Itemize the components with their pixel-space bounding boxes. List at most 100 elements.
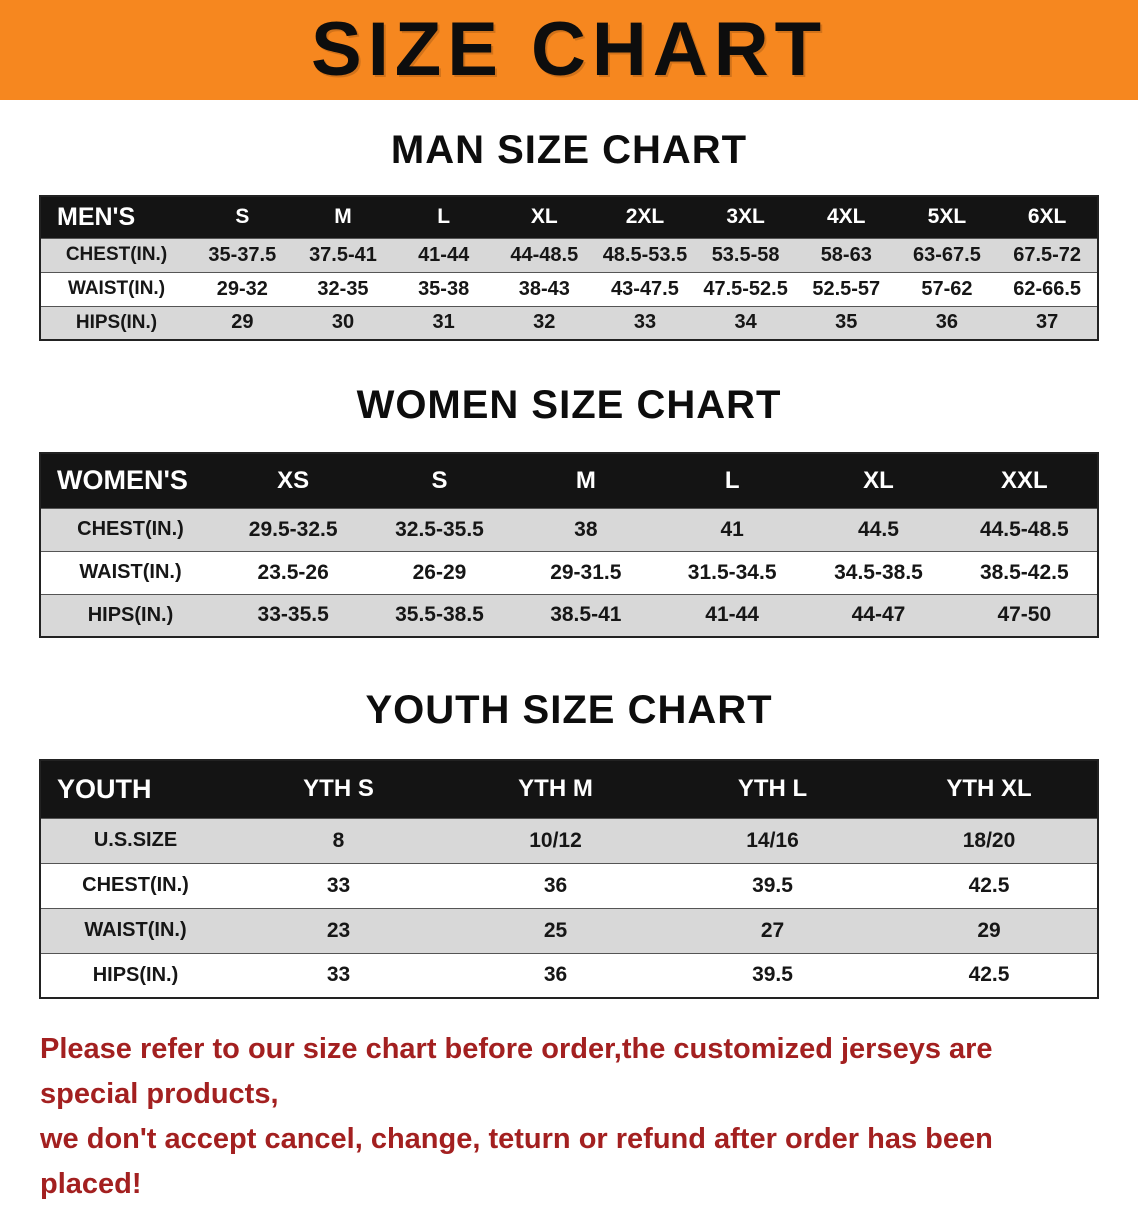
women-size-header: L: [658, 453, 806, 508]
men-measurement-cell: 32: [493, 305, 595, 340]
youth-measurement-cell: 42.5: [881, 952, 1098, 998]
women-measurement-cell: 44-47: [805, 593, 952, 637]
men-measurement-cell: 33: [594, 305, 696, 340]
youth-measurement-cell: 23: [230, 907, 447, 953]
men-size-header: 2XL: [594, 196, 696, 238]
youth-measurement-cell: 27: [664, 907, 881, 953]
men-measurement-cell: 38-43: [493, 271, 595, 306]
youth-measurement-cell: 42.5: [881, 862, 1098, 908]
youth-measurement-cell: 18/20: [881, 817, 1098, 863]
men-table-header-row: MEN'S S M L XL 2XL 3XL 4XL 5XL 6XL: [40, 196, 1098, 238]
men-measurement-cell: 52.5-57: [795, 271, 897, 306]
men-measurement-cell: 35-38: [393, 271, 494, 306]
men-measurement-cell: 30: [292, 305, 394, 340]
youth-row-label: WAIST(IN.): [40, 907, 230, 953]
men-measurement-cell: 58-63: [795, 237, 897, 272]
youth-measurement-cell: 39.5: [664, 862, 881, 908]
women-size-header: M: [512, 453, 659, 508]
youth-measurement-cell: 14/16: [664, 817, 881, 863]
youth-size-header: YTH L: [664, 760, 881, 818]
youth-table-row: WAIST(IN.) 23 25 27 29: [40, 907, 1098, 953]
youth-measurement-cell: 10/12: [447, 817, 664, 863]
men-section-heading: MAN SIZE CHART: [390, 128, 748, 172]
women-measurement-cell: 23.5-26: [220, 550, 367, 594]
men-size-header: L: [393, 196, 494, 238]
men-size-header: 6XL: [997, 196, 1098, 238]
men-measurement-cell: 43-47.5: [594, 271, 696, 306]
men-table-title: MEN'S: [40, 196, 192, 238]
youth-table-header-row: YOUTH YTH S YTH M YTH L YTH XL: [40, 760, 1098, 818]
men-measurement-cell: 62-66.5: [997, 271, 1098, 306]
women-size-header: S: [366, 453, 513, 508]
women-table-row: HIPS(IN.) 33-35.5 35.5-38.5 38.5-41 41-44 44-…: [40, 593, 1098, 637]
men-row-label: WAIST(IN.): [40, 271, 192, 306]
women-measurement-cell: 34.5-38.5: [805, 550, 952, 594]
men-measurement-cell: 31: [393, 305, 494, 340]
men-measurement-cell: 63-67.5: [896, 237, 998, 272]
footer-note-line-2: we don't accept cancel, change, teturn o…: [40, 1122, 993, 1200]
youth-size-header: YTH M: [447, 760, 664, 818]
youth-measurement-cell: 33: [230, 952, 447, 998]
footer-note: Please refer to our size chart before or…: [40, 1027, 1098, 1207]
men-measurement-cell: 41-44: [393, 237, 494, 272]
men-size-header: XL: [493, 196, 595, 238]
men-measurement-cell: 32-35: [292, 271, 394, 306]
youth-section-heading: YOUTH SIZE CHART: [365, 688, 773, 732]
men-row-label: CHEST(IN.): [40, 237, 192, 272]
women-measurement-cell: 44.5: [805, 507, 952, 551]
section-men: MAN SIZE CHART MEN'S S M L XL 2XL 3XL 4XL 5XL 6XL…: [0, 128, 1138, 341]
men-measurement-cell: 44-48.5: [493, 237, 595, 272]
youth-size-header: YTH S: [230, 760, 447, 818]
women-measurement-cell: 26-29: [366, 550, 513, 594]
women-size-header: XS: [220, 453, 367, 508]
footer-note-line-1: Please refer to our size chart before or…: [40, 1033, 993, 1110]
women-section-heading: WOMEN SIZE CHART: [356, 383, 782, 427]
women-size-header: XL: [805, 453, 952, 508]
women-measurement-cell: 41: [658, 507, 806, 551]
women-measurement-cell: 44.5-48.5: [951, 507, 1098, 551]
men-measurement-cell: 37.5-41: [292, 237, 394, 272]
women-table-row: WAIST(IN.) 23.5-26 26-29 29-31.5 31.5-34.5 34…: [40, 550, 1098, 594]
women-measurement-cell: 32.5-35.5: [366, 507, 513, 551]
section-youth: YOUTH SIZE CHART YOUTH YTH S YTH M YTH L YTH…: [0, 688, 1138, 999]
youth-measurement-cell: 36: [447, 862, 664, 908]
women-row-label: WAIST(IN.): [40, 550, 220, 594]
men-measurement-cell: 57-62: [896, 271, 998, 306]
women-row-label: CHEST(IN.): [40, 507, 220, 551]
youth-measurement-cell: 29: [881, 907, 1098, 953]
youth-table-row: U.S.SIZE 8 10/12 14/16 18/20: [40, 817, 1098, 863]
women-measurement-cell: 38.5-41: [512, 593, 659, 637]
women-measurement-cell: 31.5-34.5: [658, 550, 806, 594]
youth-row-label: HIPS(IN.): [40, 952, 230, 998]
men-table-row: CHEST(IN.) 35-37.5 37.5-41 41-44 44-48.5 48.5…: [40, 237, 1098, 272]
women-measurement-cell: 47-50: [951, 593, 1098, 637]
men-measurement-cell: 29: [192, 305, 293, 340]
men-measurement-cell: 53.5-58: [695, 237, 796, 272]
women-size-table: WOMEN'S XS S M L XL XXL CHEST(IN.) 29.5-32.5 32.5…: [39, 452, 1099, 638]
men-size-header: 3XL: [695, 196, 796, 238]
youth-measurement-cell: 33: [230, 862, 447, 908]
youth-table-row: CHEST(IN.) 33 36 39.5 42.5: [40, 862, 1098, 908]
men-measurement-cell: 48.5-53.5: [594, 237, 696, 272]
youth-table-title: YOUTH: [40, 760, 230, 818]
women-row-label: HIPS(IN.): [40, 593, 220, 637]
women-measurement-cell: 33-35.5: [220, 593, 367, 637]
men-size-table: MEN'S S M L XL 2XL 3XL 4XL 5XL 6XL CHEST(IN.) 35-37…: [39, 195, 1099, 341]
women-measurement-cell: 35.5-38.5: [366, 593, 513, 637]
men-measurement-cell: 34: [695, 305, 796, 340]
women-table-title: WOMEN'S: [40, 453, 220, 508]
women-measurement-cell: 38: [512, 507, 659, 551]
youth-table-row: HIPS(IN.) 33 36 39.5 42.5: [40, 952, 1098, 998]
women-measurement-cell: 29.5-32.5: [220, 507, 367, 551]
men-table-row: HIPS(IN.) 29 30 31 32 33 34 35 36 37: [40, 305, 1098, 340]
men-measurement-cell: 35-37.5: [192, 237, 293, 272]
men-size-header: 4XL: [795, 196, 897, 238]
men-measurement-cell: 67.5-72: [997, 237, 1098, 272]
youth-row-label: U.S.SIZE: [40, 817, 230, 863]
page-title: SIZE CHART: [311, 7, 827, 92]
women-measurement-cell: 29-31.5: [512, 550, 659, 594]
men-measurement-cell: 29-32: [192, 271, 293, 306]
men-size-header: S: [192, 196, 293, 238]
men-measurement-cell: 35: [795, 305, 897, 340]
